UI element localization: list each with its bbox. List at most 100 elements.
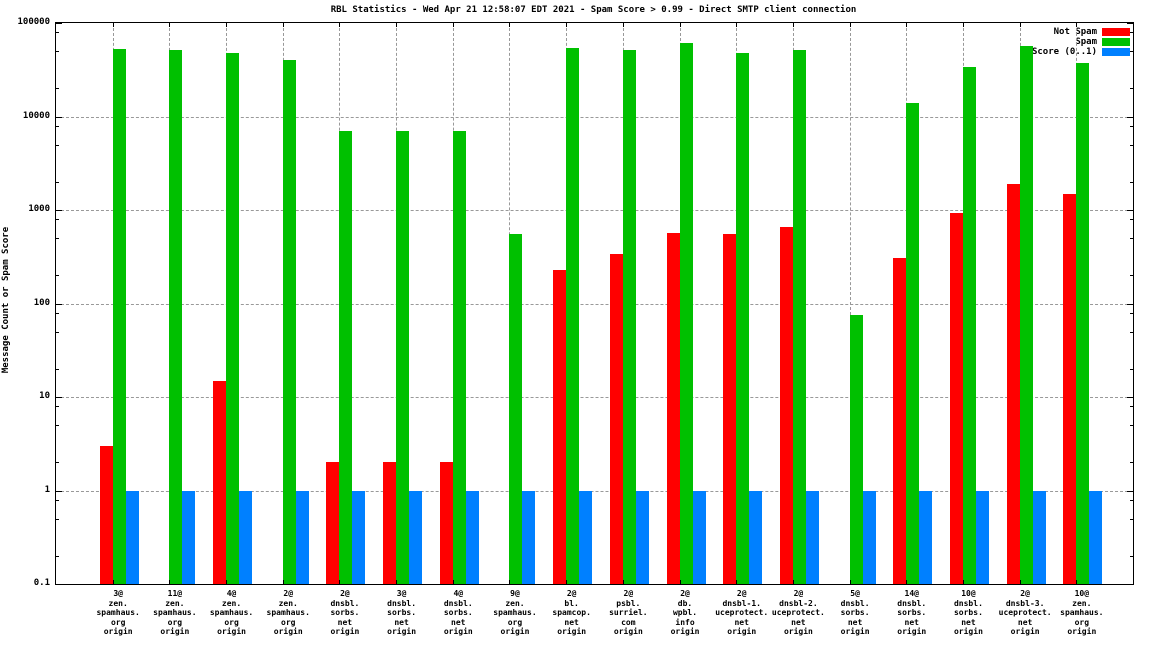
bar-spam — [792, 49, 806, 584]
y-tick-label: 100 — [33, 297, 50, 308]
x-tick — [962, 580, 964, 584]
x-axis-label: 2@ dnsbl. sorbs. net origin — [330, 589, 360, 636]
y-major-tick — [56, 210, 62, 211]
bar-spam — [736, 52, 750, 584]
x-axis-label: 14@ dnsbl. sorbs. net origin — [897, 589, 927, 636]
x-axis-label: 11@ zen. spamhaus. org origin — [153, 589, 197, 636]
y-major-tick — [1127, 584, 1133, 585]
bar-spam — [906, 102, 920, 584]
x-tick — [906, 23, 908, 27]
y-minor-tick — [56, 406, 59, 408]
x-tick — [112, 580, 114, 584]
y-minor-tick — [1130, 144, 1133, 146]
y-minor-tick — [56, 238, 59, 240]
y-minor-tick — [1130, 499, 1133, 501]
x-tick — [339, 23, 341, 27]
x-tick — [339, 580, 341, 584]
y-major-tick — [1127, 490, 1133, 492]
legend: Not Spam Spam Score (0..1) — [1032, 27, 1130, 57]
bar-not-spam — [893, 257, 907, 584]
bar-not-spam — [1063, 194, 1077, 584]
bar-spam — [566, 48, 580, 584]
y-minor-tick — [56, 181, 59, 183]
bar-score-0-1- — [239, 490, 253, 584]
x-tick — [452, 580, 454, 584]
x-tick — [282, 580, 284, 584]
bar-score-0-1- — [1032, 490, 1046, 584]
y-minor-tick — [56, 88, 59, 90]
x-tick — [622, 580, 624, 584]
x-tick — [679, 580, 681, 584]
bar-score-0-1- — [409, 490, 423, 584]
y-major-tick — [56, 23, 62, 24]
x-axis-label: 2@ dnsbl-1. uceprotect. net origin — [715, 589, 769, 636]
y-major-tick — [56, 116, 62, 118]
bar-not-spam — [439, 462, 453, 584]
y-tick-label: 100000 — [17, 17, 50, 27]
bar-not-spam — [609, 253, 623, 584]
bar-spam — [339, 130, 353, 584]
y-major-tick — [1127, 303, 1133, 305]
bar-not-spam — [99, 445, 113, 584]
x-tick — [906, 580, 908, 584]
y-major-tick — [1127, 210, 1133, 211]
y-minor-tick — [1130, 238, 1133, 240]
x-tick — [1076, 580, 1078, 584]
y-major-tick — [56, 490, 62, 492]
y-gridline — [56, 303, 1133, 305]
bar-score-0-1- — [579, 490, 593, 584]
bar-score-0-1- — [749, 490, 763, 584]
bar-spam — [396, 130, 410, 584]
y-minor-tick — [1130, 462, 1133, 464]
y-major-tick — [56, 397, 62, 398]
y-minor-tick — [1130, 425, 1133, 427]
x-axis-label: 4@ dnsbl. sorbs. net origin — [443, 589, 473, 636]
x-tick — [566, 580, 568, 584]
y-minor-tick — [1130, 555, 1133, 557]
x-tick — [226, 580, 228, 584]
legend-swatch — [1102, 28, 1130, 36]
y-minor-tick — [56, 331, 59, 333]
x-axis-label: 2@ psbl. surriel. com origin — [609, 589, 648, 636]
bar-spam — [1076, 63, 1090, 584]
bar-not-spam — [326, 462, 340, 584]
x-axis-label: 10@ zen. spamhaus. org origin — [1060, 589, 1104, 636]
y-minor-tick — [1130, 219, 1133, 221]
x-axis-label: 3@ dnsbl. sorbs. net origin — [387, 589, 417, 636]
y-minor-tick — [56, 518, 59, 520]
x-axis-label: 5@ dnsbl. sorbs. net origin — [840, 589, 870, 636]
bar-score-0-1- — [919, 490, 933, 584]
y-tick-label: 10000 — [22, 110, 50, 121]
y-tick-label: 1 — [44, 484, 50, 495]
x-axis-label: 2@ zen. spamhaus. org origin — [266, 589, 310, 636]
x-tick — [282, 23, 284, 27]
x-gridline — [849, 23, 851, 584]
y-tick-label: 0.1 — [33, 578, 50, 588]
x-tick — [396, 580, 398, 584]
y-major-tick — [1127, 116, 1133, 118]
bar-score-0-1- — [1089, 490, 1103, 584]
bar-spam — [169, 50, 183, 584]
legend-entry: Not Spam — [1032, 27, 1130, 37]
x-tick — [509, 23, 511, 27]
x-axis-label: 2@ dnsbl-3. uceprotect. net origin — [998, 589, 1052, 636]
y-minor-tick — [1130, 406, 1133, 408]
x-axis-label: 10@ dnsbl. sorbs. net origin — [953, 589, 983, 636]
x-tick — [452, 23, 454, 27]
x-tick — [1076, 23, 1078, 27]
bar-score-0-1- — [692, 490, 706, 584]
bar-not-spam — [723, 234, 737, 584]
y-minor-tick — [1130, 181, 1133, 183]
y-minor-tick — [56, 462, 59, 464]
y-tick-label: 10 — [39, 391, 50, 401]
y-minor-tick — [56, 499, 59, 501]
x-tick — [849, 580, 851, 584]
bar-not-spam — [949, 212, 963, 584]
y-minor-tick — [1130, 125, 1133, 127]
x-axis-label: 2@ dnsbl-2. uceprotect. net origin — [771, 589, 825, 636]
y-major-tick — [1127, 23, 1133, 24]
bar-not-spam — [779, 227, 793, 584]
x-axis-label: 2@ db. wpbl. info origin — [670, 589, 700, 636]
x-tick — [509, 580, 511, 584]
x-tick — [226, 23, 228, 27]
